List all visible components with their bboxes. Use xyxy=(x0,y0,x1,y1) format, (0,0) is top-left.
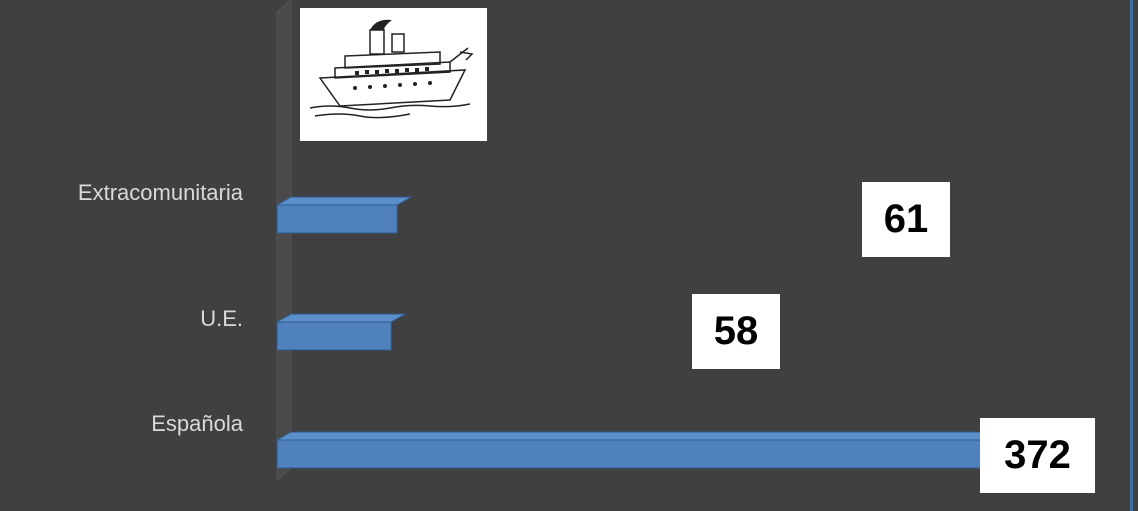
data-label-2: 372 xyxy=(980,418,1095,493)
ship-icon xyxy=(309,19,474,119)
bar-2 xyxy=(276,439,1011,469)
right-edge-divider xyxy=(1130,0,1133,511)
data-label-0: 61 xyxy=(862,182,950,257)
bar-top-2 xyxy=(275,431,1026,441)
axis-wall xyxy=(276,0,292,482)
bar-top-1 xyxy=(275,313,408,323)
bar-top-0 xyxy=(275,196,414,206)
category-label-0: Extracomunitaria xyxy=(77,180,243,205)
bar-1 xyxy=(276,321,392,351)
bar-0 xyxy=(276,204,398,234)
data-label-1: 58 xyxy=(692,294,780,369)
ship-image xyxy=(300,8,487,141)
category-label-1: U.E. xyxy=(200,306,243,331)
category-label-2: Española xyxy=(151,411,243,436)
